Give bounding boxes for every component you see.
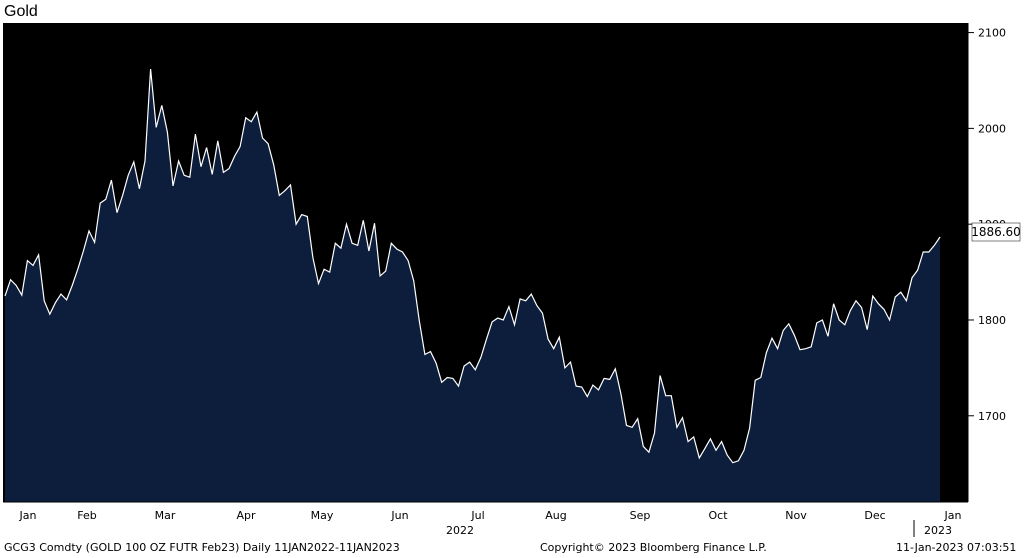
x-tick-label: Nov — [785, 509, 807, 522]
x-tick-label: Feb — [77, 509, 96, 522]
last-price-label-box — [971, 222, 1021, 242]
x-tick-label: Jul — [470, 509, 484, 522]
x-tick-label: May — [311, 509, 334, 522]
price-line — [4, 68, 941, 464]
y-tick-label: 1800 — [978, 314, 1006, 327]
last-price-marker: 1886.60 — [971, 222, 1021, 242]
x-tick-label: Sep — [630, 509, 651, 522]
price-area — [5, 69, 940, 502]
x-year-label: 2023 — [924, 524, 952, 537]
y-tick-label: 1700 — [978, 410, 1006, 423]
chart-title: Gold — [4, 3, 38, 20]
y-tick-label: 2000 — [978, 122, 1006, 135]
x-tick-label: Mar — [155, 509, 176, 522]
last-price-label: 1886.60 — [971, 225, 1021, 239]
footer-left: GCG3 Comdty (GOLD 100 OZ FUTR Feb23) Dai… — [4, 541, 400, 554]
x-tick-label: Jan — [19, 509, 37, 522]
x-year-label: 2022 — [446, 524, 474, 537]
x-tick-label: Jun — [390, 509, 408, 522]
footer-center: Copyright© 2023 Bloomberg Finance L.P. — [540, 541, 767, 554]
footer-right: 11-Jan-2023 07:03:51 — [896, 541, 1017, 554]
x-tick-label: Oct — [708, 509, 728, 522]
x-tick-label: Jan — [944, 509, 962, 522]
x-tick-label: Aug — [545, 509, 566, 522]
plot-layer — [4, 68, 941, 502]
x-axis: Jan Feb Mar Apr May Jun Jul Aug Sep Oct Nov Dec Jan 2… — [3, 501, 968, 537]
y-axis: 17001800190020002100 — [967, 23, 1006, 502]
x-tick-label: Apr — [236, 509, 256, 522]
x-tick-label: Dec — [864, 509, 885, 522]
y-tick-label: 2100 — [978, 27, 1006, 40]
price-chart: 17001800190020002100 JanFebMarAprMayJunJ… — [3, 23, 1021, 537]
